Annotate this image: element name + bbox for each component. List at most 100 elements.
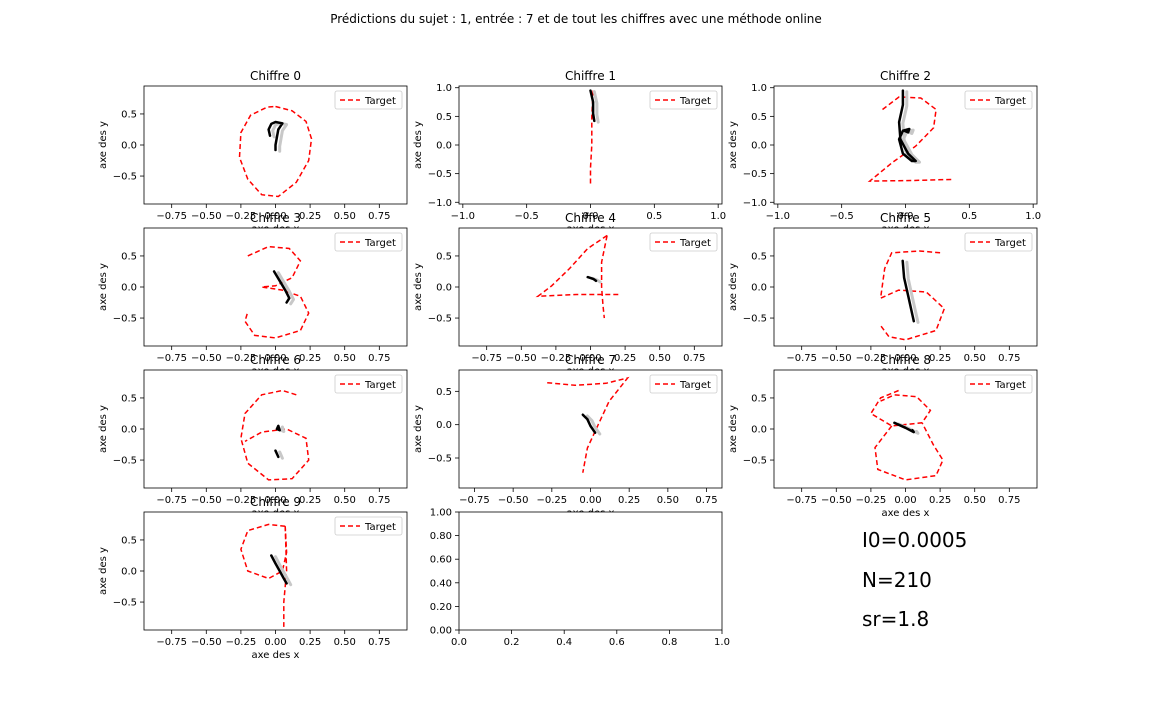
subplot-4-xtick-label-2: −0.25 [541,353,572,364]
subplot-0-xtick-label-0: −0.75 [156,211,187,222]
subplot-10-ytick-label-2: 0.60 [430,555,452,566]
subplot-10-xtick-label-4: 0.8 [661,637,677,648]
subplot-6-ytick-label-0: 0.5 [121,393,137,404]
subplot-1-ytick-label-0: 1.0 [436,83,452,94]
subplot-7-ytick-label-1: 0.0 [436,420,452,431]
subplot-8-legend-box [964,374,1033,394]
subplot-10-xtick-label-0: 0.0 [451,637,467,648]
subplot-7-other-series-1 [585,414,602,436]
subplot-0-prediction-series-1 [267,120,284,152]
subplot-7-legend-box [649,374,718,394]
subplot-8-xtick-label-3: 0.00 [894,495,916,506]
subplot-5-xtick-label-0: −0.75 [786,353,817,364]
subplot-4-target-series-0 [535,234,621,298]
subplot-6-ytick-label-1: 0.0 [121,425,137,436]
subplot-1-xtick-label-0: −1.0 [451,211,475,222]
param-sr: sr=1.8 [862,607,930,631]
subplot-4-ytick-label-2: −0.5 [428,314,452,325]
subplot-0-xtick-label-3: 0.00 [264,211,286,222]
subplot-0-legend-label: Target [364,96,396,107]
subplot-8-ylabel: axe des y [728,405,739,453]
subplot-6-other-series-1 [279,425,286,433]
subplot-2-ytick-label-2: 0.0 [751,141,767,152]
subplot-4-target-series-1 [600,235,608,319]
subplot-4-ytick-label-1: 0.0 [436,283,452,294]
subplot-0-title: Chiffre 0 [250,69,301,83]
subplot-3-xtick-label-4: 0.25 [299,353,321,364]
subplot-4-ytick-label-0: 0.5 [436,251,452,262]
subplot-3-prediction-series-1 [272,270,291,304]
subplot-8-ytick-label-0: 0.5 [751,393,767,404]
subplot-9-ytick-label-0: 0.5 [121,535,137,546]
subplot-2-ylabel: axe des y [728,121,739,169]
subplot-9-xtick-label-3: 0.00 [264,637,286,648]
subplot-3-xtick-label-3: 0.00 [264,353,286,364]
param-n: N=210 [862,568,932,592]
subplot-8-xtick-label-4: 0.25 [929,495,951,506]
subplot-6-legend-box [334,374,403,394]
subplot-0-ylabel: axe des y [98,121,109,169]
subplot-5-prediction-series-1 [901,259,916,323]
subplot-4-title: Chiffre 4 [565,211,616,225]
subplot-6-ytick-label-2: −0.5 [113,456,137,467]
subplot-5-xtick-label-1: −0.50 [821,353,852,364]
subplot-9-xtick-label-6: 0.75 [368,637,390,648]
subplot-1-other-series-1 [592,90,600,124]
subplot-2-prediction-series-1 [897,89,917,163]
subplot-0-ytick-label-0: 0.5 [121,109,137,120]
subplot-6-xtick-label-4: 0.25 [299,495,321,506]
subplot-3-other-series-1 [276,271,295,306]
subplot-1-ytick-label-2: 0.0 [436,141,452,152]
subplot-5-ytick-label-2: −0.5 [743,314,767,325]
subplot-10-ytick-label-3: 0.40 [430,578,452,589]
subplot-3-ytick-label-0: 0.5 [121,251,137,262]
subplot-0-xtick-label-2: −0.25 [226,211,257,222]
subplot-4-xtick-label-1: −0.50 [506,353,537,364]
subplot-0-ytick-label-1: 0.0 [121,141,137,152]
subplot-10-xtick-label-2: 0.4 [556,637,572,648]
subplot-10-ytick-label-5: 0.00 [430,626,452,637]
subplot-9-target-series-1 [283,526,288,627]
subplot-3-ytick-label-1: 0.0 [121,283,137,294]
subplot-0-target-series-0 [238,105,313,198]
subplot-2-ytick-label-3: −0.5 [743,169,767,180]
subplot-7-xtick-label-5: 0.50 [657,495,679,506]
subplot-1-xtick-label-3: 0.5 [646,211,662,222]
subplot-4-xtick-label-0: −0.75 [471,353,502,364]
subplot-6-other-series-2 [278,450,284,460]
subplot-9-xtick-label-2: −0.25 [226,637,257,648]
figure-title: Prédictions du sujet : 1, entrée : 7 et … [330,12,822,26]
subplot-9-xtick-label-5: 0.50 [334,637,356,648]
subplot-7-xtick-label-0: −0.75 [459,495,490,506]
subplot-5-ytick-label-0: 0.5 [751,251,767,262]
subplot-10-xtick-label-3: 0.6 [609,637,625,648]
subplot-7-xtick-label-4: 0.25 [618,495,640,506]
subplot-7-prediction-series-1 [581,413,597,434]
subplot-3-xtick-label-2: −0.25 [226,353,257,364]
subplot-7-legend-label: Target [679,380,711,391]
subplot-8-ytick-label-1: 0.0 [751,425,767,436]
subplot-8-xtick-label-6: 0.75 [998,495,1020,506]
subplot-8-prediction-series-2 [893,421,916,434]
subplot-5-other-series-1 [905,260,920,324]
subplot-3-xtick-label-6: 0.75 [368,353,390,364]
subplot-1-xtick-label-1: −0.5 [515,211,539,222]
subplot-5-ylabel: axe des y [728,263,739,311]
subplot-9-xtick-label-0: −0.75 [156,637,187,648]
subplot-7-ytick-label-0: 0.5 [436,387,452,398]
subplot-2-xtick-label-1: −0.5 [830,211,854,222]
subplot-6-legend-label: Target [364,380,396,391]
subplot-9-target-series-0 [240,523,288,580]
subplot-2-title: Chiffre 2 [880,69,931,83]
subplot-1-ylabel: axe des y [413,121,424,169]
subplot-5-legend-label: Target [994,238,1026,249]
subplot-6-xtick-label-3: 0.00 [264,495,286,506]
subplot-4-xtick-label-4: 0.25 [614,353,636,364]
subplot-9-ytick-label-1: 0.0 [121,567,137,578]
subplot-0-legend-box [334,90,403,110]
subplot-1-xtick-label-2: 0.0 [583,211,599,222]
subplot-8-xtick-label-2: −0.25 [856,495,887,506]
subplot-9-prediction-series-2 [270,554,288,585]
param-i0: I0=0.0005 [862,528,968,552]
subplot-1-legend-box [649,90,718,110]
